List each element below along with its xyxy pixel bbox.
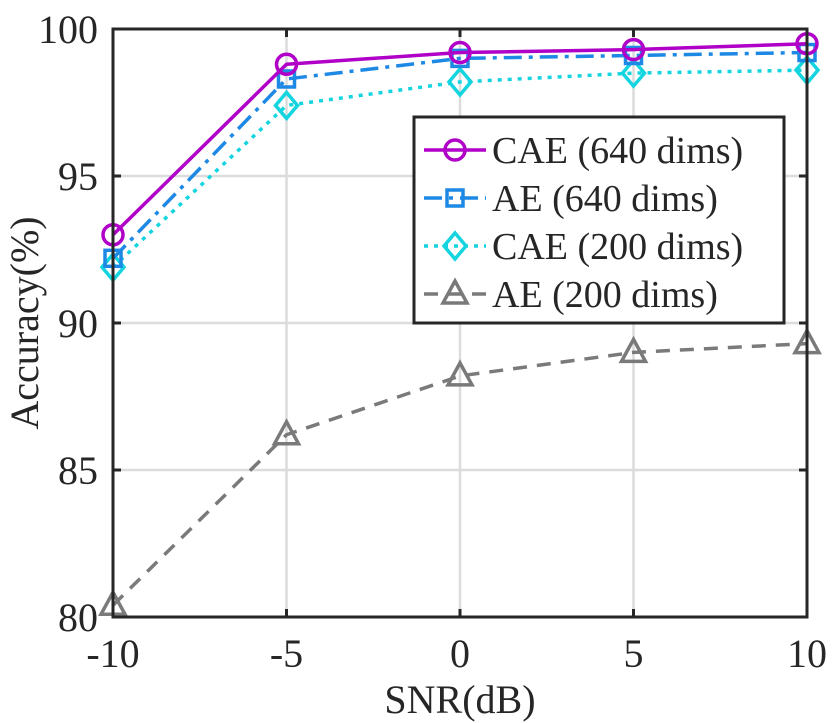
y-tick-label: 100 — [38, 7, 98, 52]
tick-marks — [111, 27, 809, 619]
series-line — [111, 41, 808, 237]
y-tick-label: 95 — [58, 154, 98, 199]
legend-label: CAE (640 dims) — [492, 130, 743, 172]
y-tick-labels: 80 85 90 95 100 — [38, 7, 98, 640]
legend-entry: CAE (200 dims) — [424, 226, 743, 268]
legend: CAE (640 dims) AE (640 dims) CAE (200 dims… — [412, 115, 786, 325]
x-tick-label: -5 — [270, 631, 303, 676]
data-point — [276, 69, 297, 89]
data-point — [271, 418, 302, 446]
series-line — [111, 341, 808, 607]
x-tick-label: 0 — [450, 631, 470, 676]
y-tick-label: 80 — [58, 595, 98, 640]
x-axis-label: SNR(dB) — [384, 677, 535, 722]
data-point — [274, 52, 299, 77]
legend-entry: CAE (640 dims) — [424, 130, 743, 172]
legend-marker — [445, 188, 465, 208]
legend-marker — [441, 230, 469, 262]
series-line — [111, 50, 808, 260]
legend-marker — [443, 138, 467, 162]
data-point — [621, 37, 646, 62]
data-point — [445, 359, 475, 387]
data-point — [618, 335, 649, 364]
y-tick-label: 85 — [58, 448, 98, 493]
legend-marker — [440, 277, 470, 305]
legend-entry: AE (200 dims) — [424, 274, 718, 316]
series-line — [111, 68, 808, 269]
y-tick-label: 90 — [58, 301, 98, 346]
x-tick-label: 10 — [787, 631, 827, 676]
y-axis-label: Accuracy(%) — [2, 216, 47, 429]
data-point — [620, 57, 647, 89]
legend-entry: AE (640 dims) — [424, 178, 718, 220]
data-point — [448, 40, 472, 65]
x-tick-label: 5 — [624, 631, 644, 676]
legend-label: CAE (200 dims) — [492, 226, 743, 268]
data-point — [273, 89, 300, 122]
x-tick-labels: -10 -5 0 5 10 — [86, 631, 827, 676]
legend-label: AE (640 dims) — [492, 178, 718, 220]
data-point — [446, 66, 474, 98]
legend-label: AE (200 dims) — [492, 274, 718, 316]
x-tick-label: -10 — [86, 631, 139, 676]
